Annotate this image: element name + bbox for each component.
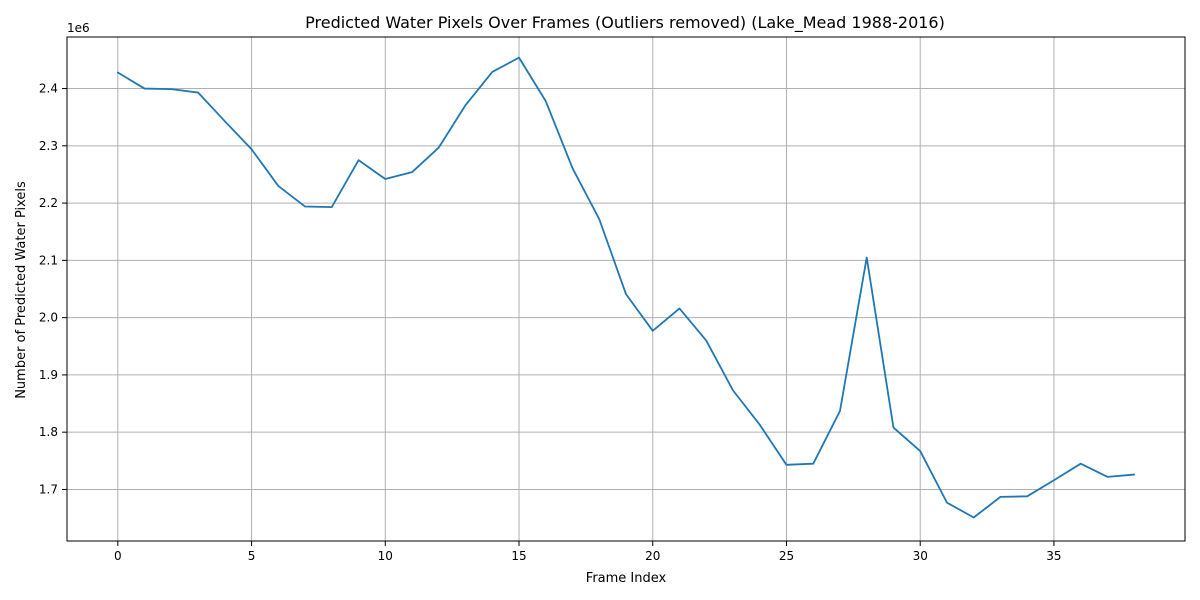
y-axis-label: Number of Predicted Water Pixels xyxy=(14,181,29,399)
x-tick-label: 5 xyxy=(248,549,256,563)
y-tick-label: 2.4 xyxy=(39,82,58,96)
x-axis-ticks: 0 5 10 15 20 25 30 35 xyxy=(114,541,1062,563)
series-layer xyxy=(116,56,1136,519)
y-tick-label: 2.0 xyxy=(39,311,58,325)
y-axis-ticks: 1.7 1.8 1.9 2.0 2.1 2.2 2.3 2.4 xyxy=(39,82,67,496)
y-tick-label: 2.1 xyxy=(39,253,58,267)
y-axis-offset-label: 1e6 xyxy=(67,21,90,35)
plot-frame xyxy=(66,36,1186,542)
y-tick-label: 1.9 xyxy=(39,368,58,382)
y-tick-label: 1.7 xyxy=(39,482,58,496)
x-tick-label: 25 xyxy=(779,549,794,563)
x-tick-label: 15 xyxy=(511,549,526,563)
x-tick-label: 10 xyxy=(378,549,393,563)
chart-title: Predicted Water Pixels Over Frames (Outl… xyxy=(305,13,945,33)
y-tick-label: 1.8 xyxy=(39,425,58,439)
x-axis-label: Frame Index xyxy=(586,571,667,586)
series-line xyxy=(116,56,1136,519)
x-tick-label: 0 xyxy=(114,549,122,563)
x-tick-label: 35 xyxy=(1046,549,1061,563)
y-tick-label: 2.3 xyxy=(39,139,58,153)
x-tick-label: 30 xyxy=(913,549,928,563)
grid xyxy=(67,37,1185,541)
y-tick-label: 2.2 xyxy=(39,196,58,210)
x-tick-label: 20 xyxy=(645,549,660,563)
